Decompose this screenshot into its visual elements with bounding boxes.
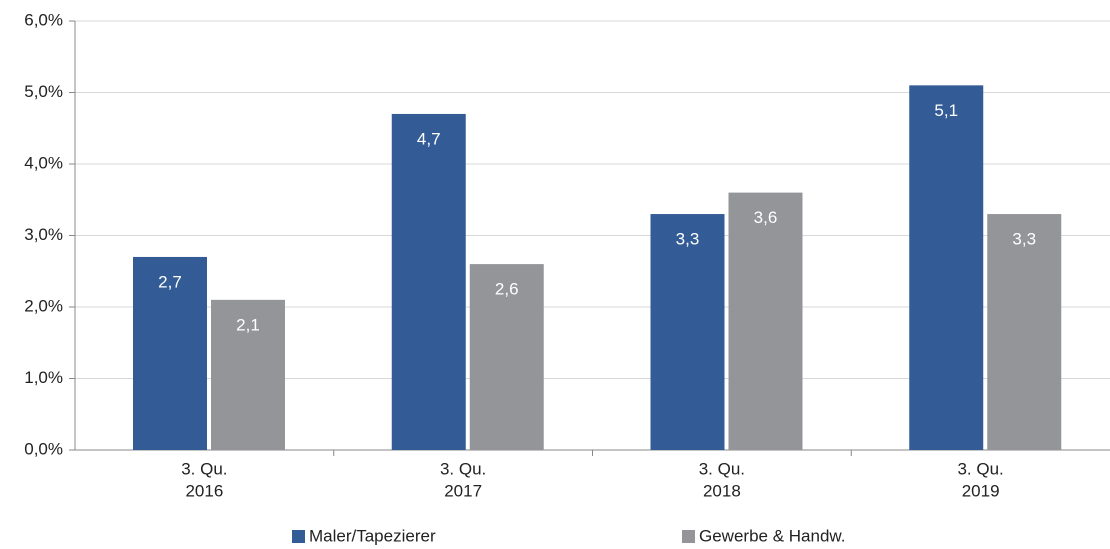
bar (650, 214, 725, 450)
y-tick-label: 1,0% (24, 368, 63, 387)
x-tick-label: 3. Qu. (699, 459, 745, 478)
value-label: 4,7 (417, 129, 441, 148)
x-tick-label: 3. Qu. (181, 459, 227, 478)
value-label: 5,1 (934, 101, 958, 120)
value-label: 3,6 (754, 208, 778, 227)
y-tick-label: 2,0% (24, 296, 63, 315)
y-tick-label: 5,0% (24, 82, 63, 101)
value-label: 2,7 (158, 272, 182, 291)
y-tick-label: 0,0% (24, 439, 63, 458)
x-tick-label: 2016 (185, 481, 223, 500)
x-tick-label: 2018 (703, 481, 741, 500)
value-label: 2,6 (495, 280, 519, 299)
legend-label: Gewerbe & Handw. (699, 526, 845, 545)
bar (133, 256, 207, 450)
legend-swatch (292, 530, 305, 543)
bar (469, 264, 544, 450)
bar (211, 299, 285, 450)
x-tick-label: 3. Qu. (440, 459, 486, 478)
bar (987, 214, 1062, 450)
x-tick-label: 2017 (444, 481, 482, 500)
x-tick-label: 2019 (962, 481, 1000, 500)
x-tick-label: 3. Qu. (957, 459, 1003, 478)
value-label: 2,1 (236, 315, 260, 334)
y-tick-label: 6,0% (24, 10, 63, 29)
value-label: 3,3 (1012, 230, 1036, 249)
legend-label: Maler/Tapezierer (309, 526, 436, 545)
value-label: 3,3 (676, 230, 700, 249)
y-tick-label: 3,0% (24, 225, 63, 244)
bar (909, 85, 984, 450)
bar (728, 192, 803, 450)
bar (391, 113, 466, 450)
legend-swatch (682, 530, 695, 543)
y-tick-label: 4,0% (24, 153, 63, 172)
